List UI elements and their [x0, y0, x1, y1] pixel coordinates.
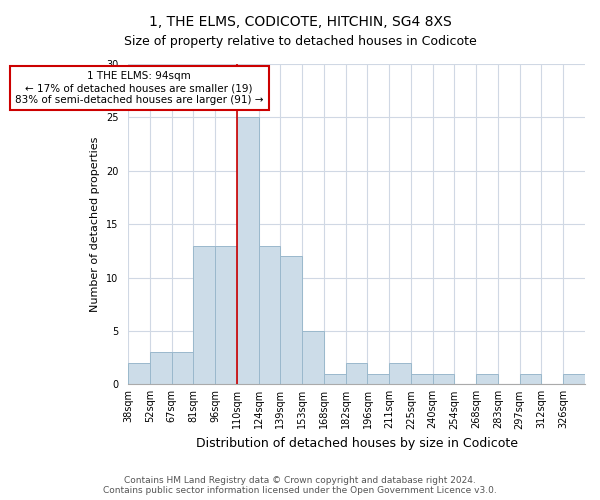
- Text: Contains HM Land Registry data © Crown copyright and database right 2024.
Contai: Contains HM Land Registry data © Crown c…: [103, 476, 497, 495]
- Bar: [302, 331, 324, 384]
- Bar: [520, 374, 541, 384]
- Y-axis label: Number of detached properties: Number of detached properties: [91, 136, 100, 312]
- Bar: [563, 374, 585, 384]
- Bar: [172, 352, 193, 384]
- Bar: [280, 256, 302, 384]
- Text: 1, THE ELMS, CODICOTE, HITCHIN, SG4 8XS: 1, THE ELMS, CODICOTE, HITCHIN, SG4 8XS: [149, 15, 451, 29]
- Bar: [433, 374, 454, 384]
- Bar: [215, 246, 237, 384]
- Text: 1 THE ELMS: 94sqm
← 17% of detached houses are smaller (19)
83% of semi-detached: 1 THE ELMS: 94sqm ← 17% of detached hous…: [15, 72, 263, 104]
- Bar: [346, 363, 367, 384]
- Bar: [128, 363, 150, 384]
- Bar: [476, 374, 498, 384]
- Bar: [411, 374, 433, 384]
- Bar: [389, 363, 411, 384]
- Bar: [367, 374, 389, 384]
- X-axis label: Distribution of detached houses by size in Codicote: Distribution of detached houses by size …: [196, 437, 518, 450]
- Bar: [259, 246, 280, 384]
- Bar: [193, 246, 215, 384]
- Text: Size of property relative to detached houses in Codicote: Size of property relative to detached ho…: [124, 35, 476, 48]
- Bar: [237, 118, 259, 384]
- Bar: [324, 374, 346, 384]
- Bar: [150, 352, 172, 384]
